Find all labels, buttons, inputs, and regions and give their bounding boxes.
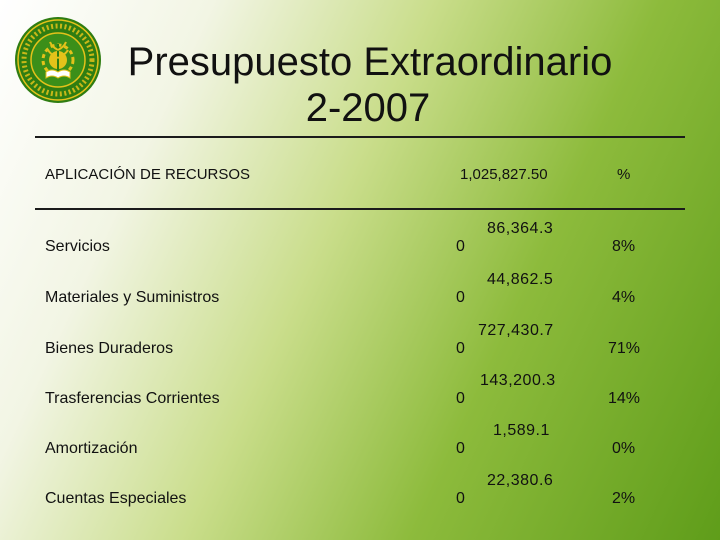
table-row: Cuentas Especiales 22,380.6 0 2% bbox=[0, 462, 720, 512]
row-percent: 4% bbox=[612, 289, 636, 306]
institution-logo bbox=[14, 16, 102, 104]
row-amount-tail: 0 bbox=[456, 490, 465, 507]
row-label: Materiales y Suministros bbox=[45, 289, 220, 306]
row-percent: 8% bbox=[612, 238, 636, 255]
table-row: Bienes Duraderos 727,430.7 0 71% bbox=[0, 312, 720, 362]
table-row: Materiales y Suministros 44,862.5 0 4% bbox=[0, 261, 720, 311]
header-bottom-divider bbox=[35, 208, 685, 210]
row-amount: 86,364.3 bbox=[487, 220, 554, 237]
row-percent: 2% bbox=[612, 490, 636, 507]
row-percent: 14% bbox=[608, 390, 641, 407]
row-label: Servicios bbox=[45, 238, 110, 255]
row-amount-tail: 0 bbox=[456, 289, 465, 306]
row-amount: 1,589.1 bbox=[493, 422, 550, 439]
row-label: Trasferencias Corrientes bbox=[45, 390, 220, 407]
row-amount: 22,380.6 bbox=[487, 472, 554, 489]
row-label: Amortización bbox=[45, 440, 138, 457]
row-label: Bienes Duraderos bbox=[45, 340, 174, 357]
row-amount: 727,430.7 bbox=[478, 322, 554, 339]
table-row: Trasferencias Corrientes 143,200.3 0 14% bbox=[0, 362, 720, 412]
institution-seal-icon bbox=[15, 17, 101, 103]
row-amount-tail: 0 bbox=[456, 440, 465, 457]
header-top-divider bbox=[35, 136, 685, 138]
slide-title-line-1: Presupuesto Extraordinario bbox=[127, 40, 613, 84]
row-label: Cuentas Especiales bbox=[45, 490, 187, 507]
row-percent: 71% bbox=[608, 340, 641, 357]
slide-title-line-2: 2-2007 bbox=[305, 86, 431, 130]
header-percent: % bbox=[617, 166, 631, 183]
row-amount: 143,200.3 bbox=[480, 372, 556, 389]
row-amount-tail: 0 bbox=[456, 238, 465, 255]
row-percent: 0% bbox=[612, 440, 636, 457]
row-amount-tail: 0 bbox=[456, 390, 465, 407]
row-amount: 44,862.5 bbox=[487, 271, 554, 288]
header-total: 1,025,827.50 bbox=[460, 166, 548, 183]
header-label: APLICACIÓN DE RECURSOS bbox=[45, 166, 251, 183]
row-amount-tail: 0 bbox=[456, 340, 465, 357]
table-row: Servicios 86,364.3 0 8% bbox=[0, 210, 720, 260]
table-row: Amortización 1,589.1 0 0% bbox=[0, 412, 720, 462]
